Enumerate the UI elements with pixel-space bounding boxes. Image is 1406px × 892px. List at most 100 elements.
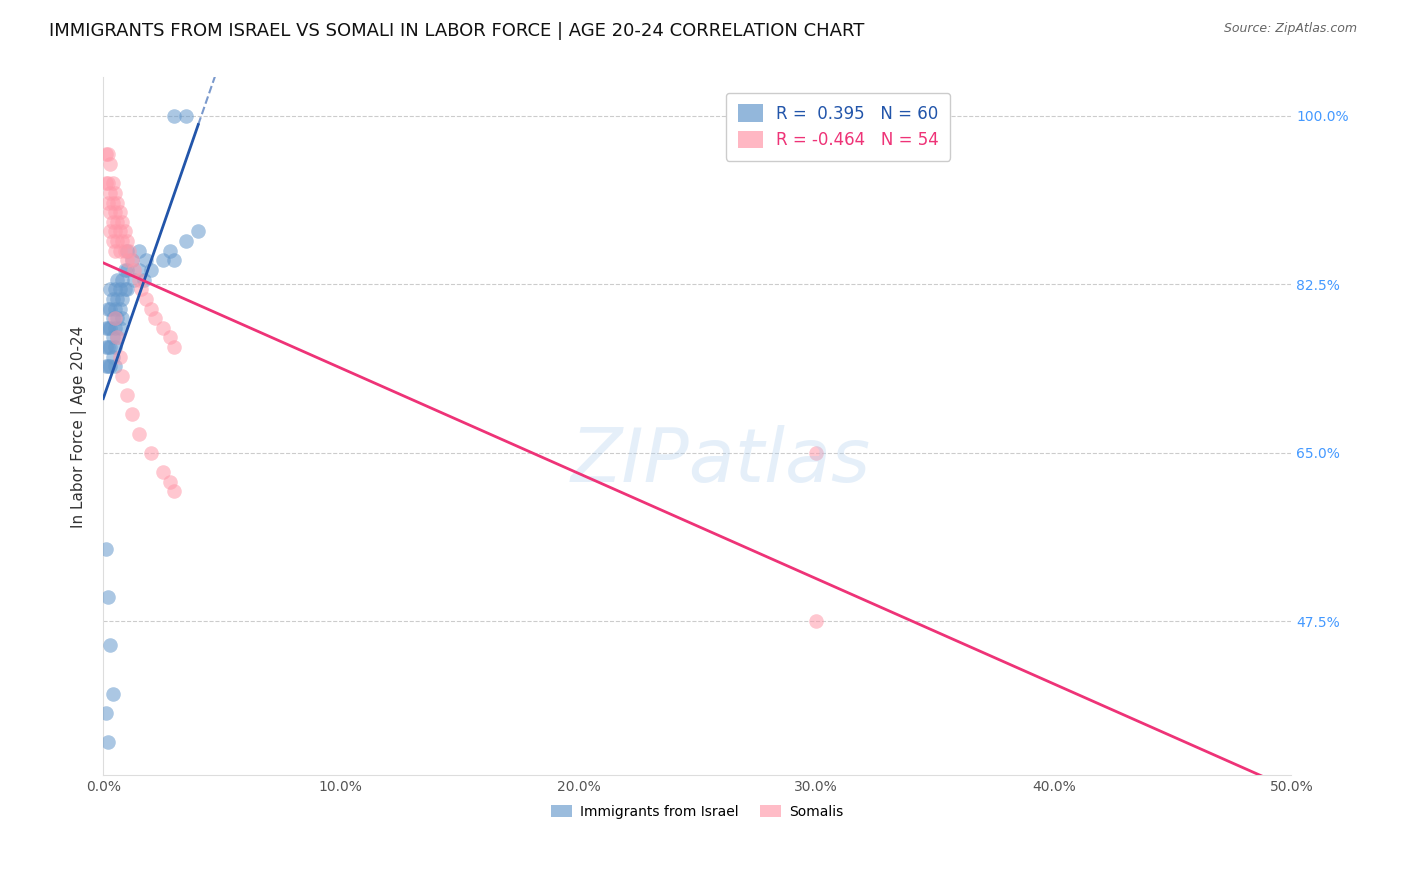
Point	[128, 272, 150, 286]
Point	[159, 244, 181, 258]
Point	[108, 320, 131, 334]
Point	[152, 253, 174, 268]
Legend: Immigrants from Israel, Somalis: Immigrants from Israel, Somalis	[546, 799, 849, 824]
Point	[101, 292, 124, 306]
Point	[98, 639, 121, 653]
Point	[128, 426, 150, 441]
Point	[111, 292, 134, 306]
Point	[104, 320, 127, 334]
Point	[97, 591, 120, 605]
Point	[107, 272, 129, 286]
Point	[101, 215, 124, 229]
Point	[111, 234, 134, 248]
Point	[94, 359, 117, 374]
Point	[139, 301, 162, 316]
Point	[98, 225, 121, 239]
Point	[132, 272, 155, 286]
Point	[128, 263, 150, 277]
Point	[107, 311, 129, 326]
Point	[98, 301, 121, 316]
Point	[152, 320, 174, 334]
Point	[107, 330, 129, 344]
Point	[97, 301, 120, 316]
Point	[122, 272, 145, 286]
Point	[108, 225, 131, 239]
Point	[135, 253, 157, 268]
Point	[115, 263, 138, 277]
Point	[97, 195, 120, 210]
Point	[108, 244, 131, 258]
Y-axis label: In Labor Force | Age 20-24: In Labor Force | Age 20-24	[72, 326, 87, 527]
Point	[98, 320, 121, 334]
Point	[176, 234, 198, 248]
Point	[804, 446, 827, 460]
Point	[163, 253, 186, 268]
Point	[111, 368, 134, 383]
Text: IMMIGRANTS FROM ISRAEL VS SOMALI IN LABOR FORCE | AGE 20-24 CORRELATION CHART: IMMIGRANTS FROM ISRAEL VS SOMALI IN LABO…	[49, 22, 865, 40]
Point	[107, 215, 129, 229]
Point	[114, 225, 136, 239]
Point	[129, 282, 152, 296]
Point	[104, 340, 127, 354]
Point	[111, 272, 134, 286]
Point	[104, 225, 127, 239]
Point	[121, 253, 143, 268]
Point	[104, 282, 127, 296]
Point	[94, 147, 117, 161]
Point	[104, 301, 127, 316]
Point	[176, 109, 198, 123]
Point	[115, 253, 138, 268]
Point	[98, 157, 121, 171]
Point	[145, 311, 167, 326]
Point	[97, 359, 120, 374]
Point	[98, 205, 121, 219]
Point	[115, 234, 138, 248]
Point	[163, 109, 186, 123]
Point	[139, 263, 162, 277]
Point	[104, 205, 127, 219]
Point	[128, 244, 150, 258]
Point	[159, 475, 181, 489]
Point	[108, 282, 131, 296]
Point	[94, 177, 117, 191]
Point	[135, 292, 157, 306]
Point	[101, 195, 124, 210]
Point	[159, 330, 181, 344]
Point	[107, 195, 129, 210]
Point	[115, 282, 138, 296]
Point	[107, 292, 129, 306]
Point	[121, 408, 143, 422]
Point	[114, 263, 136, 277]
Point	[114, 244, 136, 258]
Point	[111, 311, 134, 326]
Point	[115, 244, 138, 258]
Point	[187, 225, 209, 239]
Point	[107, 234, 129, 248]
Point	[98, 359, 121, 374]
Point	[97, 177, 120, 191]
Point	[163, 340, 186, 354]
Point	[111, 215, 134, 229]
Point	[94, 706, 117, 720]
Point	[98, 186, 121, 200]
Point	[94, 320, 117, 334]
Point	[108, 205, 131, 219]
Point	[97, 320, 120, 334]
Point	[97, 735, 120, 749]
Point	[107, 330, 129, 344]
Point	[104, 359, 127, 374]
Point	[104, 311, 127, 326]
Point	[139, 446, 162, 460]
Point	[94, 542, 117, 557]
Point	[101, 177, 124, 191]
Point	[163, 484, 186, 499]
Point	[98, 340, 121, 354]
Point	[114, 282, 136, 296]
Point	[121, 253, 143, 268]
Point	[98, 282, 121, 296]
Point	[101, 350, 124, 364]
Point	[152, 465, 174, 479]
Point	[97, 340, 120, 354]
Point	[101, 311, 124, 326]
Text: ZIPatlas: ZIPatlas	[571, 425, 872, 498]
